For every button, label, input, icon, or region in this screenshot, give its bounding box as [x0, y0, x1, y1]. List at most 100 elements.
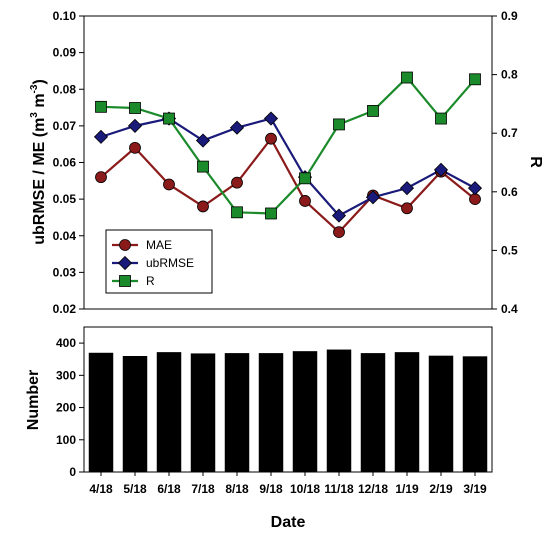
- right-tick-label: 0.5: [501, 243, 518, 257]
- legend: MAE ubRMSE R: [105, 229, 213, 294]
- point-mae: [163, 178, 175, 191]
- bar: [394, 352, 420, 472]
- legend-marker-r: [119, 275, 131, 287]
- point-r: [231, 206, 243, 219]
- bar-y-axis-ticks: 0 100 200 300 400: [56, 336, 84, 479]
- left-tick-label: 0.08: [53, 82, 77, 96]
- bar-tick-label: 300: [56, 368, 76, 382]
- series-line-ubrmse: [100, 117, 476, 217]
- x-tick-label: 9/18: [259, 482, 283, 496]
- legend-items: MAE ubRMSE R: [112, 238, 194, 288]
- bar: [428, 355, 454, 472]
- x-tick-label: 11/18: [324, 482, 354, 496]
- bar: [292, 351, 318, 472]
- bar-tick-label: 200: [56, 401, 76, 415]
- point-mae: [95, 171, 107, 184]
- x-axis-title: Date: [271, 514, 306, 531]
- bar: [88, 352, 114, 472]
- point-ubrmse: [331, 208, 347, 223]
- bar: [258, 353, 284, 472]
- left-tick-label: 0.07: [53, 119, 77, 133]
- point-r: [469, 73, 481, 86]
- series-lines: [100, 75, 476, 234]
- bar-plot-frame: [83, 326, 493, 473]
- x-tick-label: 3/19: [463, 482, 487, 496]
- bar-tick-label: 100: [56, 433, 76, 447]
- left-tick-label: 0.02: [53, 302, 77, 316]
- bar-tick-label: 400: [56, 336, 76, 350]
- right-tick-label: 0.6: [501, 185, 518, 199]
- point-r: [197, 160, 209, 173]
- point-mae: [401, 202, 413, 215]
- bar: [190, 353, 216, 472]
- right-tick-label: 0.9: [501, 9, 518, 23]
- left-y-axis-ticks: 0.02 0.03 0.04 0.05 0.06 0.07 0.08 0.09 0.10: [53, 9, 84, 316]
- x-tick-label: 5/18: [123, 482, 147, 496]
- x-tick-label: 7/18: [191, 482, 215, 496]
- bars: [88, 349, 488, 472]
- bar: [462, 356, 488, 472]
- point-ubrmse: [93, 129, 109, 144]
- point-ubrmse: [399, 181, 415, 196]
- left-tick-label: 0.10: [53, 9, 77, 23]
- point-r: [435, 112, 447, 125]
- x-tick-label: 1/19: [395, 482, 419, 496]
- point-r: [333, 118, 345, 131]
- left-tick-label: 0.03: [53, 265, 77, 279]
- right-tick-label: 0.4: [501, 302, 518, 316]
- series-line-mae: [100, 136, 476, 234]
- point-ubrmse: [229, 120, 245, 135]
- bar: [224, 353, 250, 472]
- x-tick-label: 10/18: [290, 482, 320, 496]
- bar: [122, 356, 148, 472]
- legend-marker-ubrmse: [117, 255, 133, 271]
- series-markers: [93, 71, 483, 238]
- point-r: [95, 100, 107, 113]
- bar: [156, 352, 182, 472]
- point-mae: [197, 200, 209, 213]
- point-mae: [231, 176, 243, 189]
- legend-label-r: R: [146, 274, 155, 288]
- point-mae: [129, 141, 141, 154]
- point-r: [299, 172, 311, 185]
- point-ubrmse: [365, 190, 381, 205]
- right-y-axis-ticks: 0.4 0.5 0.6 0.7 0.8 0.9: [492, 9, 518, 316]
- right-tick-label: 0.8: [501, 68, 518, 82]
- point-r: [129, 102, 141, 114]
- bar: [326, 349, 352, 472]
- point-ubrmse: [467, 181, 483, 196]
- legend-label-mae: MAE: [146, 238, 172, 252]
- x-axis-ticks: 4/18 5/18 6/18 7/18 8/18 9/18 10/18 11/18 12/18 1…: [89, 472, 487, 496]
- right-tick-label: 0.7: [501, 126, 518, 140]
- point-mae: [265, 132, 277, 145]
- series-line-r: [100, 75, 476, 215]
- point-r: [367, 105, 379, 117]
- x-tick-label: 12/18: [358, 482, 388, 496]
- right-y-axis-title: R: [527, 156, 544, 168]
- bar-tick-label: 0: [69, 465, 76, 479]
- point-ubrmse: [263, 111, 279, 126]
- point-ubrmse: [433, 162, 449, 177]
- x-tick-label: 6/18: [157, 482, 181, 496]
- left-y-axis-title: ubRMSE / ME (m3 m-3): [29, 79, 48, 245]
- point-mae: [333, 226, 345, 238]
- legend-label-ubrmse: ubRMSE: [146, 256, 194, 270]
- left-tick-label: 0.04: [53, 229, 77, 243]
- point-r: [401, 71, 413, 84]
- bar: [360, 353, 386, 472]
- point-ubrmse: [195, 133, 211, 148]
- x-tick-label: 4/18: [89, 482, 113, 496]
- legend-marker-mae: [119, 239, 131, 251]
- left-tick-label: 0.05: [53, 192, 77, 206]
- left-tick-label: 0.06: [53, 156, 77, 170]
- point-mae: [299, 195, 311, 207]
- left-tick-label: 0.09: [53, 46, 77, 60]
- bar-y-axis-title: Number: [25, 370, 42, 430]
- x-tick-label: 2/19: [429, 482, 453, 496]
- point-mae: [469, 193, 481, 206]
- x-tick-label: 8/18: [225, 482, 249, 496]
- point-ubrmse: [127, 118, 143, 133]
- point-r: [265, 207, 277, 220]
- point-r: [163, 112, 175, 125]
